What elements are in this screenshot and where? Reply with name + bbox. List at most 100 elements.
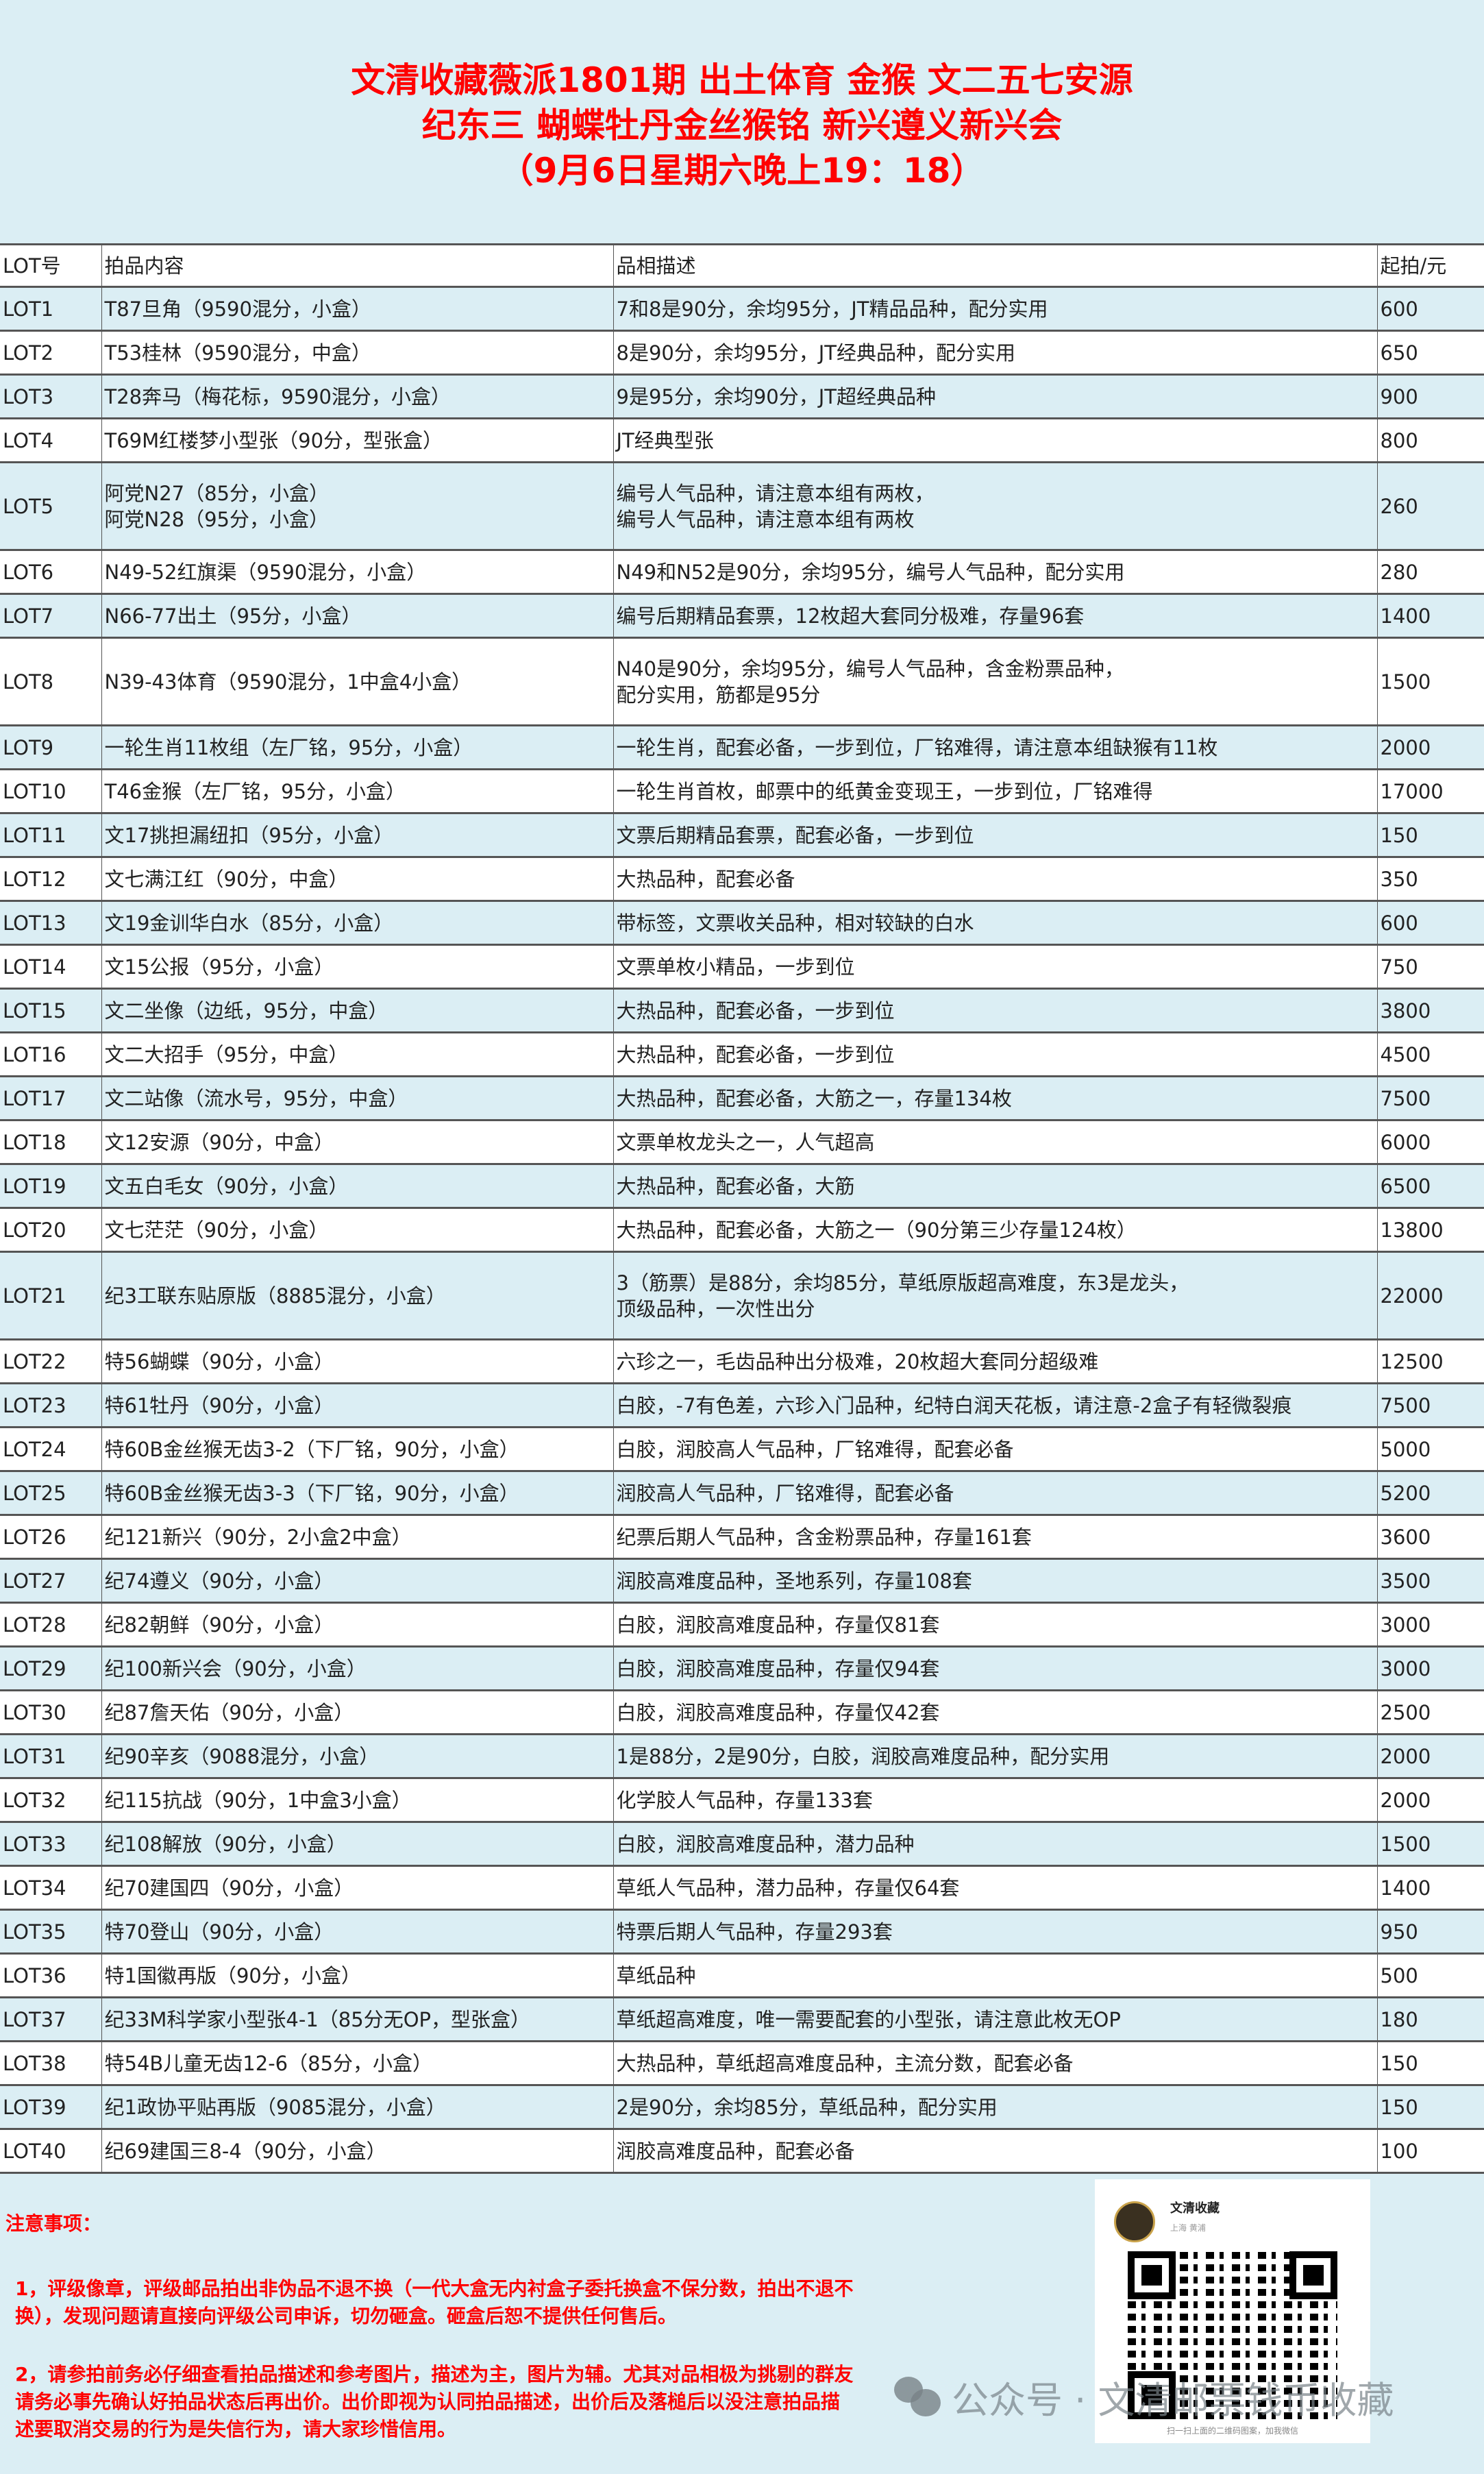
item-content-line: 纪90辛亥（9088混分，小盒） <box>104 1744 380 1768</box>
qr-account-name: 文清收藏 <box>1170 2201 1220 2216</box>
item-content: N66-77出土（95分，小盒） <box>101 593 613 638</box>
start-price: 800 <box>1376 418 1484 463</box>
condition-desc-line: 顶级品种，一次性出分 <box>616 1297 815 1321</box>
lot-number: LOT8 <box>3 670 54 694</box>
start-price: 1400 <box>1376 1865 1484 1910</box>
table-row: LOT16 文二大招手（95分，中盒） 大热品种，配套必备，一步到位 4500 <box>0 1032 1484 1077</box>
table-row: LOT39 纪1政协平贴再版（9085混分，小盒） 2是90分，余均85分，草纸品种… <box>0 2085 1484 2129</box>
table-row: LOT15 文二坐像（边纸，95分，中盒） 大热品种，配套必备，一步到位 3800 <box>0 988 1484 1033</box>
item-content-line: 特61牡丹（90分，小盒） <box>104 1393 334 1417</box>
table-row: LOT24 特60B金丝猴无齿3-2（下厂铭，90分，小盒） 白胶，润胶高人气品种，… <box>0 1427 1484 1471</box>
start-price: 2000 <box>1376 1734 1484 1778</box>
item-content: N49-52红旗渠（9590混分，小盒） <box>101 550 613 594</box>
item-content: 特70登山（90分，小盒） <box>101 1909 613 1954</box>
start-price: 5200 <box>1376 1471 1484 1515</box>
item-content-line: 文17挑担漏纽扣（95分，小盒） <box>104 823 394 847</box>
condition-desc: 2是90分，余均85分，草纸品种，配分实用 <box>613 2085 1377 2129</box>
qr-code-image <box>1128 2251 1337 2419</box>
item-content-line: N39-43体育（9590混分，1中盒4小盒） <box>104 670 472 694</box>
start-price: 12500 <box>1376 1339 1484 1384</box>
condition-desc-line: 带标签，文票收关品种，相对较缺的白水 <box>616 911 974 935</box>
start-price: 2500 <box>1376 1690 1484 1735</box>
lot-number: LOT38 <box>3 2051 66 2075</box>
condition-desc-line: N49和N52是90分，余均95分，编号人气品种，配分实用 <box>616 560 1125 584</box>
condition-desc: 8是90分，余均95分，JT经典品种，配分实用 <box>613 330 1377 375</box>
item-content-line: 纪1政协平贴再版（9085混分，小盒） <box>104 2095 446 2119</box>
item-content-line: 特56蝴蝶（90分，小盒） <box>104 1349 334 1373</box>
condition-desc-line: 润胶高人气品种，厂铭难得，配套必备 <box>616 1481 954 1505</box>
start-price: 150 <box>1376 2041 1484 2085</box>
item-content-line: 特60B金丝猴无齿3-3（下厂铭，90分，小盒） <box>104 1481 519 1505</box>
condition-desc-line: 大热品种，配套必备，大筋之一，存量134枚 <box>616 1086 1012 1110</box>
item-content: 文七满江红（90分，中盒） <box>101 857 613 901</box>
item-content-line: N49-52红旗渠（9590混分，小盒） <box>104 560 427 584</box>
condition-desc: 9是95分，余均90分，JT超经典品种 <box>613 374 1377 419</box>
lot-number: LOT24 <box>3 1437 66 1461</box>
lot-number: LOT15 <box>3 999 66 1022</box>
lot-number: LOT28 <box>3 1613 66 1637</box>
condition-desc-line: 白胶，润胶高难度品种，存量仅81套 <box>616 1613 940 1637</box>
condition-desc: 3（筋票）是88分，余均85分，草纸原版超高难度，东3是龙头， 顶级品种，一次性出… <box>613 1251 1377 1340</box>
table-row: LOT23 特61牡丹（90分，小盒） 白胶，-7有色差，六珍入门品种，纪特白润天花… <box>0 1383 1484 1428</box>
item-content: 文五白毛女（90分，小盒） <box>101 1164 613 1208</box>
condition-desc: 白胶，-7有色差，六珍入门品种，纪特白润天花板，请注意-2盒子有轻微裂痕 <box>613 1383 1377 1428</box>
item-content: T87旦角（9590混分，小盒） <box>101 286 613 331</box>
table-row: LOT28 纪82朝鲜（90分，小盒） 白胶，润胶高难度品种，存量仅81套 3000 <box>0 1602 1484 1647</box>
condition-desc: 1是88分，2是90分，白胶，润胶高难度品种，配分实用 <box>613 1734 1377 1778</box>
lot-number: LOT12 <box>3 867 66 891</box>
item-content: 纪108解放（90分，小盒） <box>101 1822 613 1866</box>
item-content-line: 文五白毛女（90分，小盒） <box>104 1174 349 1198</box>
lot-number: LOT21 <box>3 1284 66 1308</box>
start-price: 180 <box>1376 1997 1484 2042</box>
condition-desc-line: 大热品种，配套必备，大筋 <box>616 1174 855 1198</box>
start-price: 6500 <box>1376 1164 1484 1208</box>
lot-number: LOT9 <box>3 735 54 759</box>
table-row: LOT11 文17挑担漏纽扣（95分，小盒） 文票后期精品套票，配套必备，一步到位 1… <box>0 813 1484 857</box>
item-content-line: N66-77出土（95分，小盒） <box>104 604 362 628</box>
item-content: 纪1政协平贴再版（9085混分，小盒） <box>101 2085 613 2129</box>
table-row: LOT18 文12安源（90分，中盒） 文票单枚龙头之一，人气超高 6000 <box>0 1120 1484 1164</box>
condition-desc-line: 白胶，润胶高难度品种，存量仅94套 <box>616 1656 940 1680</box>
item-content: T69M红楼梦小型张（90分，型张盒） <box>101 418 613 463</box>
start-price: 1500 <box>1376 1822 1484 1866</box>
start-price: 2000 <box>1376 725 1484 770</box>
lot-number: LOT32 <box>3 1788 66 1812</box>
table-row: LOT2 T53桂林（9590混分，中盒） 8是90分，余均95分，JT经典品种，配… <box>0 330 1484 375</box>
start-price: 22000 <box>1376 1251 1484 1340</box>
item-content: 特54B儿童无齿12-6（85分，小盒） <box>101 2041 613 2085</box>
table-row: LOT30 纪87詹天佑（90分，小盒） 白胶，润胶高难度品种，存量仅42套 2500 <box>0 1690 1484 1735</box>
condition-desc: 化学胶人气品种，存量133套 <box>613 1778 1377 1822</box>
table-row: LOT34 纪70建国四（90分，小盒） 草纸人气品种，潜力品种，存量仅64套 140… <box>0 1865 1484 1910</box>
condition-desc-line: 润胶高难度品种，圣地系列，存量108套 <box>616 1569 972 1593</box>
condition-desc-line: 1是88分，2是90分，白胶，润胶高难度品种，配分实用 <box>616 1744 1110 1768</box>
item-content-line: 文二大招手（95分，中盒） <box>104 1042 349 1066</box>
item-content-line: 文12安源（90分，中盒） <box>104 1130 334 1154</box>
condition-desc: 特票后期人气品种，存量293套 <box>613 1909 1377 1954</box>
item-content: T28奔马（梅花标，9590混分，小盒） <box>101 374 613 419</box>
title-line-3: （9月6日星期六晚上19：18） <box>499 150 985 191</box>
item-content-line: 纪121新兴（90分，2小盒2中盒） <box>104 1525 412 1549</box>
table-row: LOT33 纪108解放（90分，小盒） 白胶，润胶高难度品种，潜力品种 1500 <box>0 1822 1484 1866</box>
table-row: LOT5 阿党N27（85分，小盒） 阿党N28（95分，小盒） 编号人气品种，请注意… <box>0 462 1484 550</box>
lot-number: LOT11 <box>3 823 66 847</box>
table-row: LOT20 文七茫茫（90分，小盒） 大热品种，配套必备，大筋之一（90分第三少存量… <box>0 1208 1484 1252</box>
lot-number: LOT6 <box>3 560 54 584</box>
lot-number: LOT37 <box>3 2007 66 2031</box>
condition-desc: 一轮生肖首枚，邮票中的纸黄金变现王，一步到位，厂铭难得 <box>613 769 1377 813</box>
start-price: 600 <box>1376 901 1484 945</box>
condition-desc: 草纸超高难度，唯一需要配套的小型张，请注意此枚无OP <box>613 1997 1377 2042</box>
item-content-line: T28奔马（梅花标，9590混分，小盒） <box>104 384 451 408</box>
condition-desc: 文票单枚小精品，一步到位 <box>613 944 1377 989</box>
item-content: 纪87詹天佑（90分，小盒） <box>101 1690 613 1735</box>
wechat-icon <box>894 2376 942 2418</box>
lot-number: LOT27 <box>3 1569 66 1593</box>
condition-desc-line: 文票后期精品套票，配套必备，一步到位 <box>616 823 974 847</box>
condition-desc: 大热品种，配套必备 <box>613 857 1377 901</box>
item-content: 文二坐像（边纸，95分，中盒） <box>101 988 613 1033</box>
start-price: 260 <box>1376 462 1484 550</box>
condition-desc-line: 草纸品种 <box>616 1963 696 1987</box>
lot-number: LOT33 <box>3 1832 66 1856</box>
condition-desc-line: 特票后期人气品种，存量293套 <box>616 1920 893 1944</box>
item-content: 一轮生肖11枚组（左厂铭，95分，小盒） <box>101 725 613 770</box>
item-content: 特60B金丝猴无齿3-3（下厂铭，90分，小盒） <box>101 1471 613 1515</box>
